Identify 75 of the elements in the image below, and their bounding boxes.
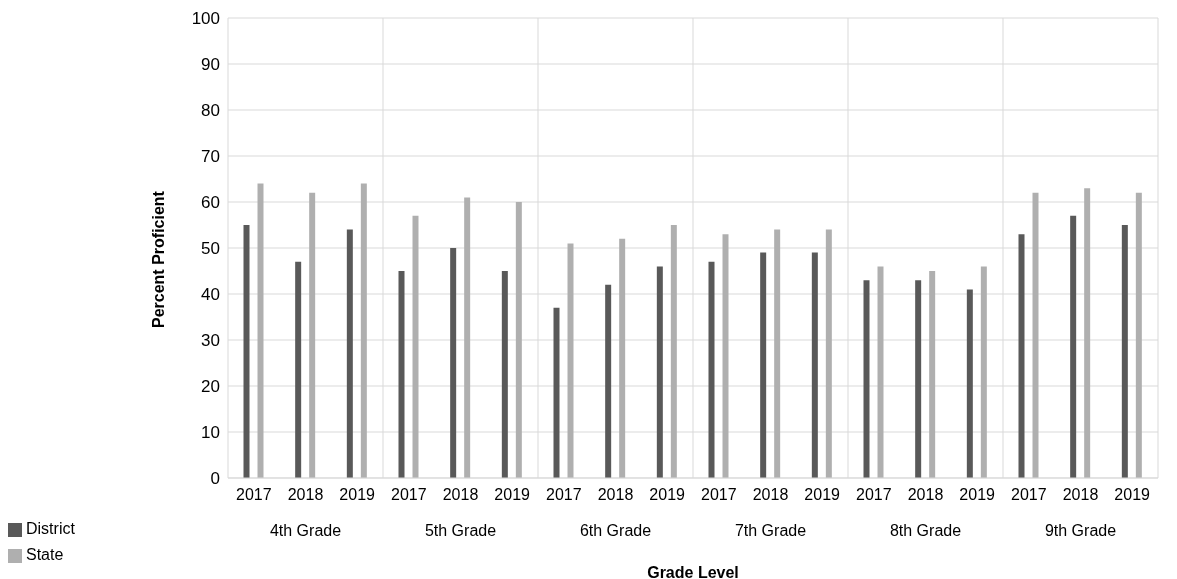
x-tick-label: 2018 — [597, 486, 634, 503]
bar — [309, 192, 316, 478]
bar — [1084, 188, 1091, 478]
y-tick-label: 20 — [201, 377, 220, 397]
x-tick-label: 2019 — [804, 486, 841, 503]
bar — [1135, 192, 1142, 478]
y-tick-label: 40 — [201, 285, 220, 305]
bar — [257, 183, 264, 478]
bar — [464, 197, 471, 478]
x-tick-label: 2019 — [649, 486, 686, 503]
y-tick-label: 100 — [191, 9, 220, 29]
bar — [877, 266, 884, 478]
x-tick-label: 2019 — [959, 486, 996, 503]
bar — [412, 215, 419, 478]
legend-label: State — [26, 546, 64, 563]
legend-label: District — [26, 520, 75, 537]
bar — [915, 280, 922, 478]
bar — [515, 202, 522, 478]
bar — [346, 229, 353, 478]
bar — [929, 271, 936, 478]
x-tick-label: 2019 — [494, 486, 531, 503]
y-tick-label: 30 — [201, 331, 220, 351]
y-tick-label: 10 — [201, 423, 220, 443]
bar — [760, 252, 767, 478]
text: 6th Grade — [579, 522, 652, 539]
x-tick-label: 2018 — [752, 486, 789, 503]
x-tick-label: 2018 — [907, 486, 944, 503]
x-tick-label: 2017 — [236, 486, 272, 503]
bar — [708, 261, 715, 478]
bar — [450, 248, 457, 478]
x-tick-label: 2018 — [287, 486, 324, 503]
bar — [501, 271, 508, 478]
y-tick-label: 70 — [201, 147, 220, 167]
bar — [656, 266, 663, 478]
x-tick-label: 2018 — [442, 486, 479, 503]
y-tick-label: 0 — [210, 469, 220, 489]
bar — [553, 307, 560, 478]
text: 4th Grade — [269, 522, 342, 539]
bar — [980, 266, 987, 478]
bar — [670, 225, 677, 478]
y-tick-label: 50 — [201, 239, 220, 259]
bar — [774, 229, 781, 478]
bar — [722, 234, 729, 478]
text: 5th Grade — [424, 522, 497, 539]
bar — [811, 252, 818, 478]
x-tick-label: 2017 — [391, 486, 427, 503]
bar — [863, 280, 870, 478]
bar — [825, 229, 832, 478]
x-axis-title: Grade Level — [647, 564, 739, 579]
bar — [243, 225, 250, 478]
text: 7th Grade — [734, 522, 807, 539]
bar — [1018, 234, 1025, 478]
bar — [1032, 192, 1039, 478]
y-tick-label: 80 — [201, 101, 220, 121]
bar — [295, 261, 302, 478]
y-tick-label: 90 — [201, 55, 220, 75]
bar — [567, 243, 574, 478]
x-tick-label: 2018 — [1062, 486, 1099, 503]
x-tick-label: 2017 — [1011, 486, 1047, 503]
bar — [398, 271, 405, 478]
x-tick-label: 2019 — [1114, 486, 1151, 503]
bar — [605, 284, 612, 478]
x-tick-label: 2017 — [546, 486, 582, 503]
bar — [1121, 225, 1128, 478]
y-axis-title: Percent Proficient — [149, 190, 167, 328]
x-tick-label: 2019 — [339, 486, 376, 503]
bar — [360, 183, 367, 478]
bar — [619, 238, 626, 478]
text: 8th Grade — [889, 522, 962, 539]
y-tick-label: 60 — [201, 193, 220, 213]
x-tick-label: 2017 — [856, 486, 892, 503]
bar — [966, 289, 973, 478]
x-tick-label: 2017 — [701, 486, 737, 503]
text: 9th Grade — [1044, 522, 1117, 539]
bar — [1070, 215, 1077, 478]
